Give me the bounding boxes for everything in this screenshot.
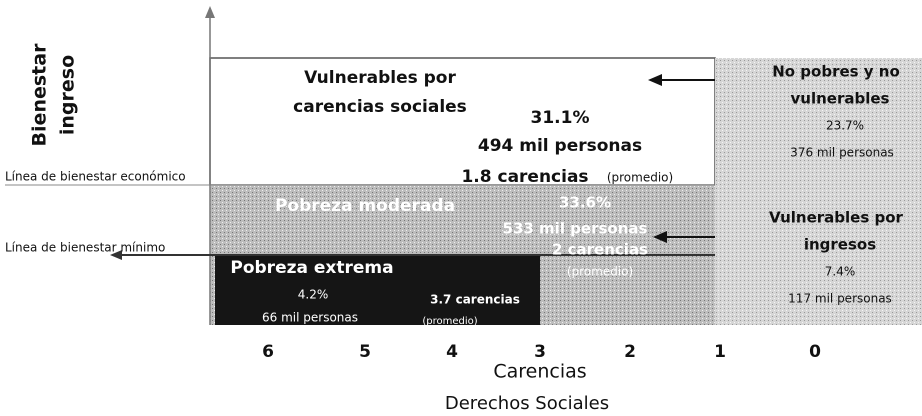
y-axis-label: Bienestar (29, 43, 51, 147)
region-title: Pobreza extrema (230, 258, 393, 278)
region-percent: 4.2% (298, 288, 329, 302)
region-vulnerable-social (209, 57, 716, 186)
x-tick-label: 6 (262, 342, 274, 362)
region-note: (promedio) (567, 265, 633, 279)
arrow-head (648, 74, 662, 86)
x-ticks: 6 5 4 3 2 1 0 (262, 342, 821, 362)
x-tick-label: 2 (624, 342, 636, 362)
region-percent: 23.7% (826, 119, 864, 133)
region-title: Vulnerables por (304, 68, 456, 88)
x-tick-label: 0 (809, 342, 821, 362)
minimum-line-arrow (110, 250, 122, 260)
region-people: 376 mil personas (790, 146, 894, 160)
region-people: 494 mil personas (478, 136, 642, 156)
x-tick-label: 5 (359, 342, 371, 362)
region-title: No pobres y no (772, 63, 900, 81)
x-tick-label: 4 (446, 342, 458, 362)
x-tick-label: 3 (534, 342, 546, 362)
x-axis-label: Carencias (493, 361, 586, 383)
region-title: ingresos (804, 236, 876, 254)
region-vulnerable-income (715, 185, 922, 325)
region-extreme (215, 255, 540, 325)
region-percent: 33.6% (559, 194, 611, 212)
line-label: Línea de bienestar económico (5, 170, 186, 184)
region-note: (promedio) (607, 171, 673, 185)
region-note: (promedio) (422, 316, 477, 327)
region-title: carencias sociales (293, 97, 467, 117)
x-tick-label: 1 (714, 342, 726, 362)
region-people: 117 mil personas (788, 292, 892, 306)
region-people: 533 mil personas (503, 220, 648, 238)
region-deprivations: 1.8 carencias (461, 167, 588, 187)
x-axis-sublabel: Derechos Sociales (445, 393, 609, 414)
region-title: Pobreza moderada (275, 196, 455, 216)
region-title: Vulnerables por (769, 209, 904, 227)
arrow-head (653, 231, 667, 243)
region-percent: 31.1% (531, 108, 590, 128)
y-axis-arrow (205, 6, 215, 18)
region-people: 66 mil personas (262, 311, 358, 325)
line-label: Línea de bienestar mínimo (5, 241, 165, 255)
y-axis-label: ingreso (57, 55, 79, 135)
region-deprivations: 3.7 carencias (430, 293, 520, 307)
region-title: vulnerables (791, 90, 890, 108)
region-not-poor (715, 58, 922, 185)
region-percent: 7.4% (825, 265, 856, 279)
region-deprivations: 2 carencias (552, 241, 648, 259)
